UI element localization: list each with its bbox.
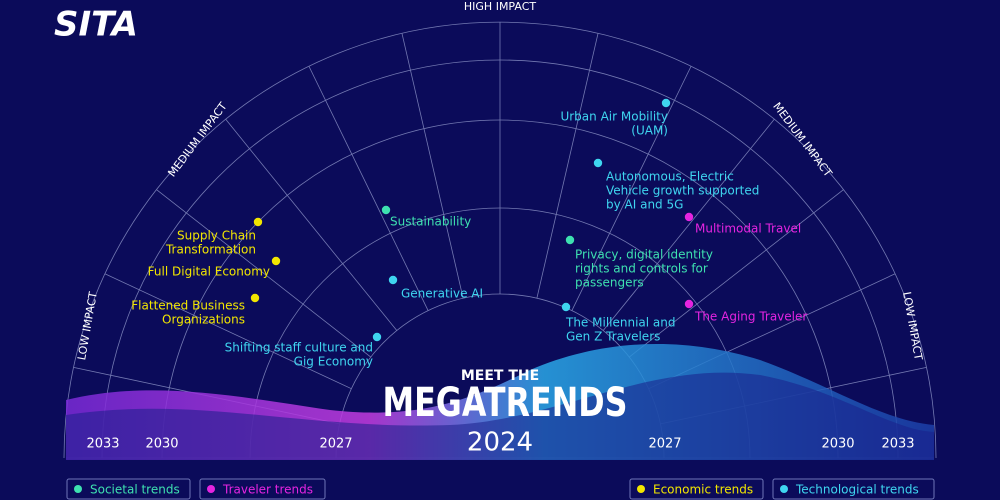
trend-label: (UAM): [631, 124, 668, 138]
title-pre: MEET THE: [461, 368, 539, 384]
trend-label: Generative AI: [401, 287, 483, 301]
trend-label: Sustainability: [390, 215, 471, 229]
trend-label: Gen Z Travelers: [566, 330, 660, 344]
trend-label: Privacy, digital identity: [575, 248, 713, 262]
legend-dot: [637, 485, 645, 493]
trend-label: The Millennial and: [565, 316, 676, 330]
legend-label: Economic trends: [653, 483, 753, 497]
spoke: [602, 118, 775, 331]
legend-item: [66, 478, 191, 500]
trend-dot: [271, 256, 281, 266]
trend-label: passengers: [575, 276, 644, 290]
trend-dot: [661, 98, 671, 108]
legend-dot: [207, 485, 215, 493]
legend-item: [629, 478, 764, 500]
legend-dot: [74, 485, 82, 493]
trend-dot: [388, 275, 398, 285]
trend-label: The Aging Traveler: [694, 310, 807, 324]
spoke: [401, 33, 464, 299]
trend-label: Flattened Business: [131, 299, 245, 313]
legend-label: Technological trends: [795, 483, 919, 497]
year-label: 2027: [648, 437, 681, 452]
trend-dot: [593, 158, 603, 168]
trend-dot: [372, 332, 382, 342]
trend-label: Shifting staff culture and: [225, 341, 373, 355]
trend-label: Vehicle growth supported: [606, 184, 759, 198]
wave: [66, 372, 934, 460]
trend-dot: [250, 293, 260, 303]
trend-label: Supply Chain: [177, 229, 256, 243]
spoke: [225, 118, 398, 331]
year: 2024: [467, 428, 533, 458]
trend-label: by AI and 5G: [606, 198, 683, 212]
spoke: [308, 65, 429, 311]
year-label: 2030: [145, 437, 178, 452]
title: MEGATRENDS: [383, 380, 628, 426]
trend-label: Transformation: [165, 243, 256, 257]
year-label: 2030: [821, 437, 854, 452]
spoke: [104, 273, 352, 390]
trend-label: Gig Economy: [294, 355, 373, 369]
trend-label: Full Digital Economy: [148, 265, 270, 279]
trend-dot: [561, 302, 571, 312]
trend-dot: [684, 212, 694, 222]
spoke: [571, 65, 692, 311]
trend-label: Organizations: [162, 313, 245, 327]
trend-label: Urban Air Mobility: [560, 110, 668, 124]
legend-dot: [780, 485, 788, 493]
legend-item: [772, 478, 935, 500]
spoke: [156, 189, 372, 358]
trend-dot: [684, 299, 694, 309]
trend-label: rights and controls for: [575, 262, 708, 276]
legend-label: Societal trends: [90, 483, 180, 497]
legend-label: Traveler trends: [222, 483, 313, 497]
year-label: 2033: [881, 437, 914, 452]
year-label: 2033: [86, 437, 119, 452]
trend-dot: [381, 205, 391, 215]
spoke: [536, 33, 599, 299]
trend-label: Multimodal Travel: [695, 222, 801, 236]
impact-label: HIGH IMPACT: [464, 0, 536, 13]
trend-dot: [253, 217, 263, 227]
legend-item: [199, 478, 326, 500]
year-label: 2027: [319, 437, 352, 452]
logo: SITA: [54, 5, 138, 45]
trend-dot: [565, 235, 575, 245]
trend-label: Autonomous, Electric: [606, 170, 734, 184]
spoke: [628, 189, 844, 358]
